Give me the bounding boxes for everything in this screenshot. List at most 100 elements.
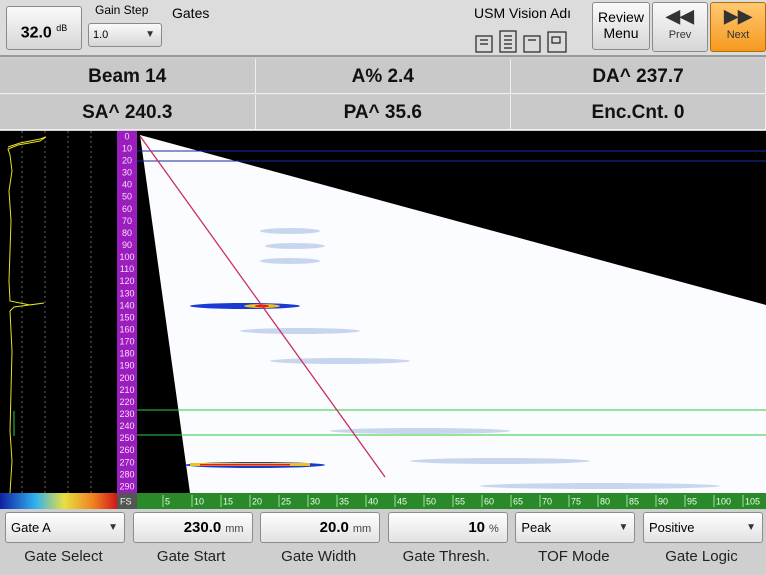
scale-label: 20 bbox=[252, 496, 262, 506]
depth-label: 100 bbox=[119, 252, 134, 262]
scale-label: 55 bbox=[455, 496, 465, 506]
page: {"top_bar": {"gain": {"value": "32.0", "… bbox=[0, 0, 766, 575]
depth-label: 110 bbox=[120, 264, 134, 274]
depth-label: 190 bbox=[119, 361, 134, 371]
scale-label: 40 bbox=[368, 496, 378, 506]
next-label: Next bbox=[711, 29, 765, 41]
color-palette bbox=[0, 493, 117, 509]
depth-label: 60 bbox=[122, 204, 132, 214]
depth-label: 230 bbox=[119, 409, 134, 419]
dropdown[interactable]: Gate A ▼ bbox=[5, 512, 125, 543]
depth-label: 130 bbox=[119, 288, 134, 298]
screen-title: Gates bbox=[172, 5, 209, 21]
next-icon: ▶▶ bbox=[711, 3, 765, 29]
reading: DA^ 237.7 bbox=[511, 59, 766, 94]
scale-origin: FS bbox=[120, 496, 132, 506]
depth-label: 50 bbox=[122, 192, 132, 202]
dropdown-arrow: ▼ bbox=[618, 513, 628, 542]
gain-step-dropdown[interactable]: 1.0 ▼ bbox=[88, 23, 162, 47]
depth-label: 0 bbox=[124, 131, 129, 141]
depth-label: 290 bbox=[119, 481, 134, 491]
scale-label: 105 bbox=[745, 496, 760, 506]
scale-label: 15 bbox=[223, 496, 233, 506]
field-label: TOF Mode bbox=[510, 548, 637, 565]
depth-label: 30 bbox=[122, 168, 132, 178]
depth-label: 10 bbox=[122, 143, 132, 153]
reading: Beam 14 bbox=[0, 59, 256, 94]
depth-label: 40 bbox=[122, 180, 132, 190]
gain-step-value: 1.0 bbox=[93, 29, 108, 41]
scale-label: 10 bbox=[194, 496, 204, 506]
depth-label: 250 bbox=[119, 433, 134, 443]
field-value: Gate A bbox=[11, 520, 51, 535]
scan-view: 0 10 20 30 40 50 60 70 80 90 100 110 120 130 140 150 160… bbox=[0, 131, 766, 493]
field-value: Peak bbox=[521, 520, 551, 535]
field-label: Gate Select bbox=[0, 548, 127, 565]
scale-label: 25 bbox=[281, 496, 291, 506]
reading: Enc.Cnt. 0 bbox=[511, 95, 766, 130]
scale-label: 35 bbox=[339, 496, 349, 506]
device-name: USM Vision Adı bbox=[474, 5, 588, 21]
scale-label: 70 bbox=[542, 496, 552, 506]
field-unit: % bbox=[489, 523, 499, 535]
depth-label: 260 bbox=[119, 445, 134, 455]
scale-label: 5 bbox=[165, 496, 170, 506]
reading: PA^ 35.6 bbox=[256, 95, 512, 130]
depth-label: 90 bbox=[122, 240, 132, 250]
gain-unit: dB bbox=[56, 23, 67, 33]
depth-label: 220 bbox=[119, 397, 134, 407]
scale-label: 30 bbox=[310, 496, 320, 506]
depth-label: 170 bbox=[119, 337, 134, 347]
scale-label: 45 bbox=[397, 496, 407, 506]
field-label: Gate Logic bbox=[638, 548, 765, 565]
status-icons bbox=[474, 28, 574, 54]
prev-label: Prev bbox=[653, 29, 707, 41]
scale-label: 65 bbox=[513, 496, 523, 506]
scale-label: 60 bbox=[484, 496, 494, 506]
depth-label: 120 bbox=[119, 276, 134, 286]
depth-label: 240 bbox=[119, 421, 134, 431]
depth-label: 180 bbox=[119, 349, 134, 359]
gain-step-label: Gain Step bbox=[95, 3, 148, 17]
reading: SA^ 240.3 bbox=[0, 95, 256, 130]
value-field[interactable]: 20.0 mm bbox=[260, 512, 380, 543]
prev-button[interactable]: ◀◀ Prev bbox=[652, 2, 708, 52]
scale-label: 80 bbox=[600, 496, 610, 506]
next-button[interactable]: ▶▶ Next bbox=[710, 2, 766, 52]
dropdown-arrow: ▼ bbox=[145, 24, 155, 46]
depth-label: 140 bbox=[119, 300, 134, 310]
depth-label: 20 bbox=[122, 156, 132, 166]
depth-label: 210 bbox=[119, 385, 134, 395]
dropdown-arrow: ▼ bbox=[108, 513, 118, 542]
gain-value: 32.0 bbox=[21, 24, 52, 41]
field-value: 20.0 bbox=[320, 519, 349, 536]
scale-label: 50 bbox=[426, 496, 436, 506]
dropdown[interactable]: Positive ▼ bbox=[643, 512, 763, 543]
field-unit: mm bbox=[353, 523, 371, 535]
depth-label: 200 bbox=[119, 373, 134, 383]
prev-icon: ◀◀ bbox=[653, 3, 707, 29]
field-label: Gate Start bbox=[128, 548, 255, 565]
depth-label: 80 bbox=[122, 228, 132, 238]
field-value: Positive bbox=[649, 520, 695, 535]
depth-label: 70 bbox=[122, 216, 132, 226]
field-label: Gate Thresh. bbox=[383, 548, 510, 565]
depth-label: 270 bbox=[119, 457, 134, 467]
gain-button[interactable]: 32.0 dB bbox=[6, 6, 82, 50]
dropdown[interactable]: Peak ▼ bbox=[515, 512, 635, 543]
field-value: 230.0 bbox=[184, 519, 222, 536]
depth-label: 150 bbox=[119, 312, 134, 322]
depth-label: 280 bbox=[119, 469, 134, 479]
review-menu-button[interactable]: Review Menu bbox=[592, 2, 650, 50]
scale-label: 85 bbox=[629, 496, 639, 506]
depth-label: 160 bbox=[119, 324, 134, 334]
value-field[interactable]: 10% bbox=[388, 512, 508, 543]
field-unit: mm bbox=[225, 523, 243, 535]
scale-label: 95 bbox=[687, 496, 697, 506]
reading: A% 2.4 bbox=[256, 59, 512, 94]
dropdown-arrow: ▼ bbox=[746, 513, 756, 542]
field-value: 10 bbox=[468, 519, 485, 536]
